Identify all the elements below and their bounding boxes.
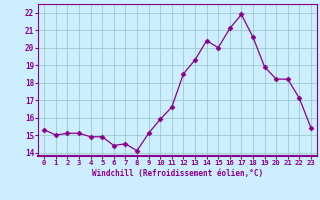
X-axis label: Windchill (Refroidissement éolien,°C): Windchill (Refroidissement éolien,°C) xyxy=(92,169,263,178)
